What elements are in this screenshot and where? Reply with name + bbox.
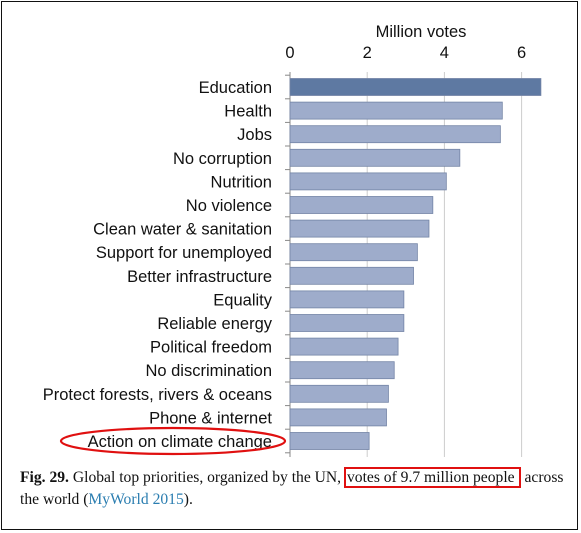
x-tick-label: 6 — [517, 44, 526, 62]
category-label: Action on climate change — [88, 433, 272, 451]
category-label: Better infrastructure — [127, 268, 272, 286]
category-label: Protect forests, rivers & oceans — [43, 386, 272, 404]
x-tick-label: 4 — [440, 44, 449, 62]
bar — [289, 290, 405, 309]
bar-chart: Million votes 0 2 4 6 Education Health Jobs No c… — [43, 23, 542, 457]
bar — [289, 408, 387, 427]
category-label: Nutrition — [211, 173, 272, 191]
caption-highlighted-text: votes of 9.7 million people — [343, 467, 521, 488]
category-label: No violence — [186, 197, 272, 215]
category-label: Health — [224, 103, 272, 121]
figure-caption: Fig. 29. Global top priorities, organize… — [20, 467, 565, 511]
bar — [289, 384, 389, 403]
x-tick-label: 2 — [363, 44, 372, 62]
category-label: Education — [199, 79, 272, 97]
bar — [289, 196, 434, 214]
bar — [289, 101, 503, 120]
bar — [289, 243, 418, 262]
bar — [289, 432, 370, 450]
category-label: Equality — [213, 291, 272, 309]
category-label: Political freedom — [150, 339, 272, 357]
bar — [289, 78, 542, 96]
category-label: No corruption — [173, 150, 272, 168]
category-label: Reliable energy — [157, 315, 272, 333]
bar — [289, 266, 414, 285]
bar — [289, 219, 430, 238]
highlight-ellipse — [59, 426, 287, 456]
caption-text-part1: Global top priorities, organized by the … — [68, 469, 345, 486]
bar — [289, 148, 461, 167]
bar — [289, 172, 447, 191]
figure-label: Fig. 29. — [20, 469, 69, 486]
bar — [289, 314, 405, 332]
caption-text-part2: across the world ( — [20, 469, 564, 508]
bar — [289, 337, 399, 356]
x-axis-title: Million votes — [376, 23, 467, 41]
category-label: No discrimination — [145, 362, 272, 380]
caption-closing: ). — [183, 491, 193, 508]
citation-link[interactable]: MyWorld 2015 — [88, 491, 184, 508]
bar — [289, 361, 395, 380]
category-label: Clean water & sanitation — [93, 221, 272, 239]
category-label: Support for unemployed — [96, 244, 272, 262]
bar — [289, 125, 501, 144]
x-tick-label: 0 — [285, 44, 294, 62]
category-label: Phone & internet — [149, 409, 272, 427]
category-label: Jobs — [237, 126, 272, 144]
